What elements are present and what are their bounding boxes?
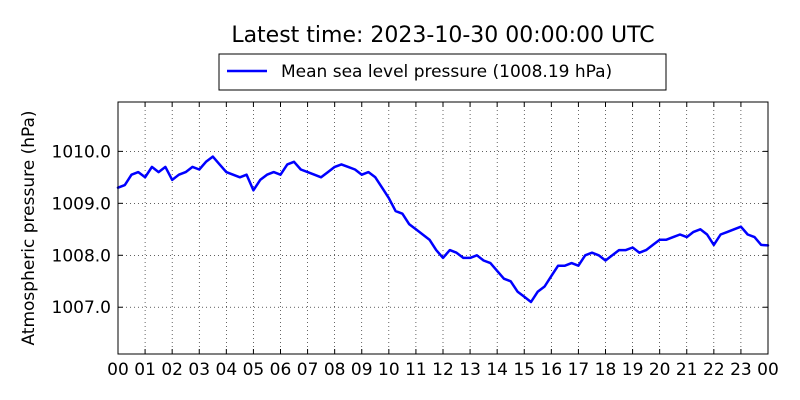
x-tick-label: 01	[134, 360, 156, 380]
x-tick-label: 18	[595, 360, 617, 380]
x-tick-label: 09	[351, 360, 373, 380]
x-tick-label: 03	[188, 360, 210, 380]
x-tick-label: 23	[730, 360, 752, 380]
x-tick-labels: 00 01 02 03 04 05 06 07 08 09 10 11 12 13 14 15 16 17 18 19…	[107, 360, 779, 380]
x-tick-label: 00	[757, 360, 779, 380]
legend: Mean sea level pressure (1008.19 hPa)	[218, 53, 667, 91]
x-tick-label: 14	[486, 360, 508, 380]
grid-lines	[118, 102, 768, 354]
x-tick-label: 11	[405, 360, 427, 380]
x-tick-label: 10	[378, 360, 400, 380]
y-axis-label: Atmospheric pressure (hPa)	[19, 110, 39, 345]
x-tick-label: 05	[243, 360, 265, 380]
x-tick-label: 22	[703, 360, 725, 380]
x-tick-label: 07	[297, 360, 319, 380]
tick-marks	[117, 102, 769, 354]
x-tick-label: 13	[459, 360, 481, 380]
y-tick-label: 1008.0	[52, 246, 111, 266]
x-tick-label: 20	[649, 360, 671, 380]
x-tick-label: 02	[161, 360, 183, 380]
x-tick-label: 19	[622, 360, 644, 380]
legend-box	[218, 53, 667, 91]
x-tick-label: 06	[270, 360, 292, 380]
x-tick-label: 21	[676, 360, 698, 380]
x-tick-label: 15	[513, 360, 535, 380]
y-tick-label: 1010.0	[52, 142, 111, 162]
x-tick-label: 17	[568, 360, 590, 380]
x-tick-label: 16	[541, 360, 563, 380]
x-tick-label: 08	[324, 360, 346, 380]
x-tick-label: 04	[216, 360, 238, 380]
chart-title: Latest time: 2023-10-30 00:00:00 UTC	[231, 23, 654, 48]
y-tick-labels: 1007.0 1008.0 1009.0 1010.0	[52, 142, 111, 318]
y-tick-label: 1007.0	[52, 298, 111, 318]
x-tick-label: 12	[432, 360, 454, 380]
x-tick-label: 00	[107, 360, 129, 380]
plot-frame	[117, 101, 769, 355]
y-tick-label: 1009.0	[52, 194, 111, 214]
legend-label: Mean sea level pressure (1008.19 hPa)	[281, 62, 612, 82]
